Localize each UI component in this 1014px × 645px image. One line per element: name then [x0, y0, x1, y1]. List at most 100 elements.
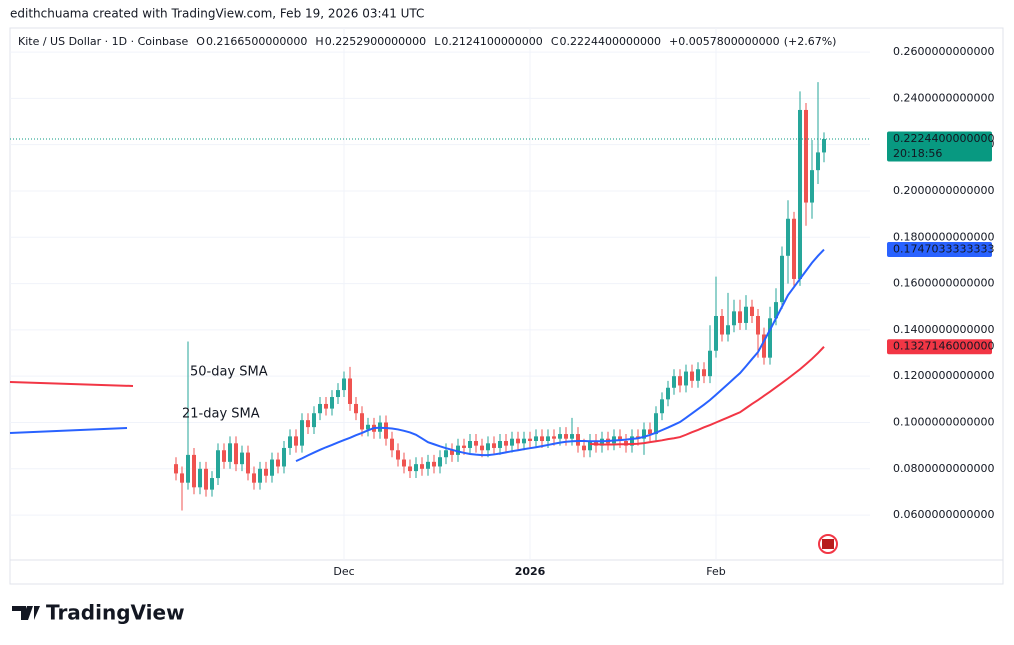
frame: [9, 27, 1004, 585]
candle-body: [768, 318, 772, 358]
sma-annotation: 50-day SMA: [190, 365, 268, 380]
ohlc-label: L: [434, 35, 441, 48]
candle-body: [744, 306, 748, 323]
candle-body: [666, 387, 670, 400]
ohlc-value: 0.2252900000000: [325, 35, 426, 48]
candle-body: [174, 464, 178, 474]
x-tick-label: Dec: [333, 565, 354, 578]
candle-body: [282, 447, 286, 467]
y-tick-label: 0.0600000000000: [893, 508, 994, 521]
candle-body: [702, 369, 706, 377]
candle-body: [222, 450, 226, 462]
candle-body: [678, 376, 682, 386]
candle-body: [732, 311, 736, 326]
overlay-layer: 50-day SMA 21-day SMA: [10, 138, 870, 463]
candle-body: [354, 403, 358, 414]
candle-body: [408, 466, 412, 472]
y-tick-label: 0.1000000000000: [893, 415, 994, 428]
candle-body: [750, 306, 754, 316]
candle-body: [786, 218, 790, 256]
candle-body: [726, 325, 730, 335]
candle-body: [792, 218, 796, 279]
candle-body: [552, 436, 556, 439]
candle-body: [240, 452, 244, 465]
candle-body: [690, 371, 694, 381]
candle-body: [756, 315, 760, 335]
candle-body: [234, 443, 238, 465]
candle-body: [558, 434, 562, 439]
candle-body: [336, 390, 340, 398]
change-pct: (+2.67%): [784, 35, 837, 48]
candle-body: [504, 441, 508, 446]
x-tick-label: 2026: [515, 565, 546, 578]
candle-body: [738, 311, 742, 323]
candle-body: [816, 152, 820, 171]
ohlc-value: 0.2166500000000: [206, 35, 307, 48]
candle-body: [564, 434, 568, 439]
candle-body: [348, 378, 352, 404]
candle-body: [390, 438, 394, 451]
candle-body: [498, 441, 502, 448]
candle-body: [330, 397, 334, 409]
candle-body: [492, 443, 496, 448]
marks: [174, 82, 826, 511]
change: +0.0057800000000: [669, 35, 780, 48]
candle-body: [798, 109, 802, 279]
x-tick-label: Feb: [706, 565, 725, 578]
candle-body: [672, 376, 676, 388]
candle-body: [312, 413, 316, 428]
chart-title: Kite / US Dollar · 1D · Coinbase: [18, 35, 188, 48]
candle-body: [540, 436, 544, 442]
candle-body: [438, 457, 442, 467]
candle-body: [228, 443, 232, 462]
candle-body: [192, 454, 196, 488]
candle-body: [516, 438, 520, 444]
candle-body: [246, 452, 250, 474]
candle-body: [684, 371, 688, 386]
candle-body: [456, 445, 460, 455]
y-tick-label: 0.2600000000000: [893, 45, 994, 58]
candle-body: [468, 441, 472, 448]
candle-body: [570, 434, 574, 439]
candle-body: [660, 399, 664, 414]
candle-body: [210, 478, 214, 490]
candle-body: [630, 436, 634, 446]
candle-body: [720, 315, 724, 335]
candle-body: [366, 424, 370, 430]
candle-body: [588, 441, 592, 451]
candle-body: [300, 420, 304, 446]
candle-body: [384, 422, 388, 439]
candle-body: [822, 139, 826, 153]
ohlc-value: 0.2124100000000: [441, 35, 542, 48]
candle-body: [444, 450, 448, 458]
ohlc-label: C: [551, 35, 559, 48]
candle-body: [414, 464, 418, 472]
grid: [10, 28, 870, 560]
candle-body: [198, 468, 202, 488]
price-label-sub: 20:18:56: [893, 147, 942, 160]
candle-body: [180, 473, 184, 483]
candle-body: [762, 334, 766, 358]
candle-body: [522, 438, 526, 444]
drawing-line: [9, 427, 128, 434]
candle-body: [420, 464, 424, 469]
sma-line: [295, 248, 825, 463]
candle-body: [288, 436, 292, 448]
candle-body: [264, 468, 268, 476]
logo: TradingView: [12, 601, 185, 625]
y-tick-label: 0.1800000000000: [893, 230, 994, 243]
candle-body: [576, 434, 580, 446]
credit: edithchuama created with TradingView.com…: [10, 7, 424, 21]
price-label-box: [887, 339, 992, 355]
candle-body: [480, 445, 484, 451]
candle-body: [528, 438, 532, 442]
y-tick-label: 0.2400000000000: [893, 91, 994, 104]
price-label: 0.1747033333333: [893, 243, 994, 256]
event-flag-inner: [822, 539, 834, 549]
candle-body: [396, 450, 400, 460]
candle-body: [270, 459, 274, 476]
candle-body: [714, 315, 718, 351]
candle-body: [582, 445, 586, 451]
candle-body: [696, 369, 700, 381]
